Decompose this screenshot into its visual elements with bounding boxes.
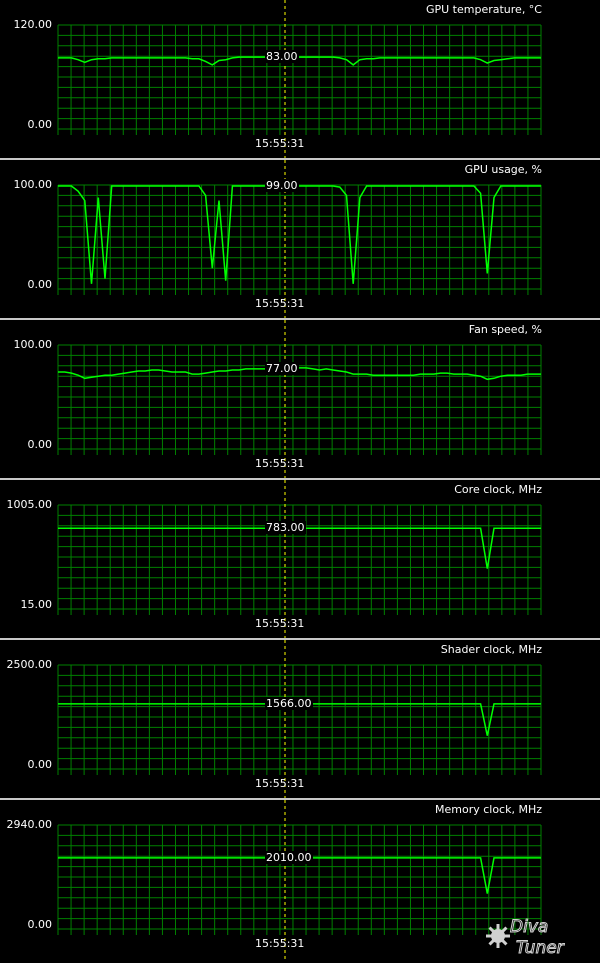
time-label: 15:55:31 bbox=[255, 137, 305, 150]
panel-divider bbox=[0, 798, 600, 800]
chart-title: GPU temperature, °C bbox=[425, 3, 542, 16]
time-label: 15:55:31 bbox=[255, 457, 305, 470]
y-axis-min-label: 15.00 bbox=[20, 598, 53, 611]
current-value-label: 2010.00 bbox=[265, 850, 313, 864]
y-axis-min-label: 0.00 bbox=[27, 918, 53, 931]
time-label: 15:55:31 bbox=[255, 297, 305, 310]
time-label: 15:55:31 bbox=[255, 777, 305, 790]
current-value-label: 99.00 bbox=[265, 179, 299, 193]
panel-divider bbox=[0, 478, 600, 480]
chart-panel: Core clock, MHz 1005.00 15.00 15:55:31 783.0… bbox=[0, 480, 600, 640]
series-line bbox=[58, 367, 541, 381]
chart-panel: Shader clock, MHz 2500.00 0.00 15:55:31 1566… bbox=[0, 640, 600, 800]
y-axis-min-label: 0.00 bbox=[27, 118, 53, 131]
panel-divider bbox=[0, 638, 600, 640]
y-axis-min-label: 0.00 bbox=[27, 438, 53, 451]
y-axis-max-label: 100.00 bbox=[13, 338, 53, 351]
chart-plot bbox=[57, 320, 542, 480]
chart-title: Memory clock, MHz bbox=[434, 803, 542, 816]
panel-divider bbox=[0, 158, 600, 160]
chart-plot bbox=[57, 160, 542, 320]
chart-panel: GPU temperature, °C 120.00 0.00 15:55:31 83.… bbox=[0, 0, 600, 160]
current-value-label: 1566.00 bbox=[265, 696, 313, 710]
current-value-label: 77.00 bbox=[265, 361, 299, 375]
y-axis-min-label: 0.00 bbox=[27, 278, 53, 291]
series-line bbox=[58, 185, 541, 284]
watermark: Diva Tuner bbox=[486, 917, 565, 958]
y-axis-max-label: 2940.00 bbox=[6, 818, 53, 831]
series-line bbox=[58, 527, 541, 569]
time-label: 15:55:31 bbox=[255, 937, 305, 950]
y-axis-max-label: 120.00 bbox=[13, 18, 53, 31]
time-label: 15:55:31 bbox=[255, 617, 305, 630]
panel-divider bbox=[0, 318, 600, 320]
watermark-line-1: Diva bbox=[510, 917, 548, 937]
y-axis-max-label: 1005.00 bbox=[6, 498, 53, 511]
current-value-label: 83.00 bbox=[265, 50, 299, 64]
series-line bbox=[58, 56, 541, 66]
chart-title: Fan speed, % bbox=[468, 323, 542, 336]
chart-plot bbox=[57, 0, 542, 160]
y-axis-max-label: 100.00 bbox=[13, 178, 53, 191]
chart-plot bbox=[57, 640, 542, 800]
y-axis-max-label: 2500.00 bbox=[6, 658, 53, 671]
watermark-line-2: Tuner bbox=[516, 938, 565, 958]
chart-title: Core clock, MHz bbox=[454, 483, 542, 496]
chart-title: Shader clock, MHz bbox=[440, 643, 542, 656]
chart-plot bbox=[57, 480, 542, 640]
chart-title: GPU usage, % bbox=[464, 163, 542, 176]
gear-icon bbox=[486, 924, 510, 948]
current-value-label: 783.00 bbox=[265, 521, 306, 535]
chart-panel: GPU usage, % 100.00 0.00 15:55:31 99.00 bbox=[0, 160, 600, 320]
y-axis-min-label: 0.00 bbox=[27, 758, 53, 771]
chart-panel: Fan speed, % 100.00 0.00 15:55:31 77.00 bbox=[0, 320, 600, 480]
chart-plot bbox=[57, 800, 542, 960]
